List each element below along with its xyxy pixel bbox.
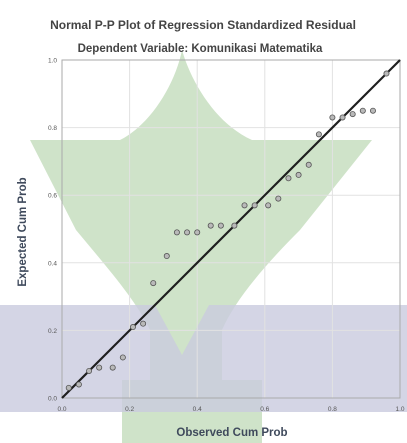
data-point [369,107,376,114]
data-point [217,222,224,229]
data-point [109,364,116,371]
data-point [173,229,180,236]
data-point [75,381,82,388]
data-point [119,354,126,361]
x-tick-label: 0.2 [125,406,134,413]
watermark-green-shape [30,50,372,443]
data-point [207,222,214,229]
data-point [275,195,282,202]
data-point [251,202,258,209]
data-point [285,175,292,182]
data-point [383,70,390,77]
data-point [184,229,191,236]
data-point [359,107,366,114]
watermark [0,50,407,443]
x-tick-label: 0.0 [57,406,66,413]
data-point [194,229,201,236]
y-tick-label: 0.0 [48,396,57,403]
data-point [265,202,272,209]
data-point [86,367,93,374]
y-tick-label: 0.8 [48,125,57,132]
data-point [96,364,103,371]
data-point [163,253,170,260]
tick-labels: 0.0 0.2 0.4 0.6 0.8 1.0 0.0 0.2 0.4 0.6 0.8 1.0 [48,58,405,414]
data-point [305,161,312,168]
data-point [295,171,302,178]
data-point [349,111,356,118]
y-tick-label: 0.2 [48,328,57,335]
data-point [150,280,157,287]
y-tick-label: 0.4 [48,260,57,267]
plot-area-frame [61,59,401,399]
x-tick-label: 0.6 [260,406,269,413]
data-point [315,131,322,138]
data-point [329,114,336,121]
x-axis-label: Observed Cum Prob [176,427,287,439]
chart-subtitle: Dependent Variable: Komunikasi Matematik… [78,43,323,55]
data-point [241,202,248,209]
data-point [129,324,136,331]
x-tick-label: 0.8 [328,406,337,413]
data-point [231,222,238,229]
data-point [65,384,72,391]
watermark-blue-band [0,305,407,412]
x-tick-label: 0.4 [193,406,202,413]
y-axis-label: Expected Cum Prob [17,177,29,286]
data-points [65,70,390,391]
data-point [140,320,147,327]
y-tick-label: 1.0 [48,58,57,65]
x-tick-label: 1.0 [395,406,404,413]
data-point [339,114,346,121]
y-tick-label: 0.6 [48,193,57,200]
chart-title: Normal P-P Plot of Regression Standardiz… [50,18,356,32]
